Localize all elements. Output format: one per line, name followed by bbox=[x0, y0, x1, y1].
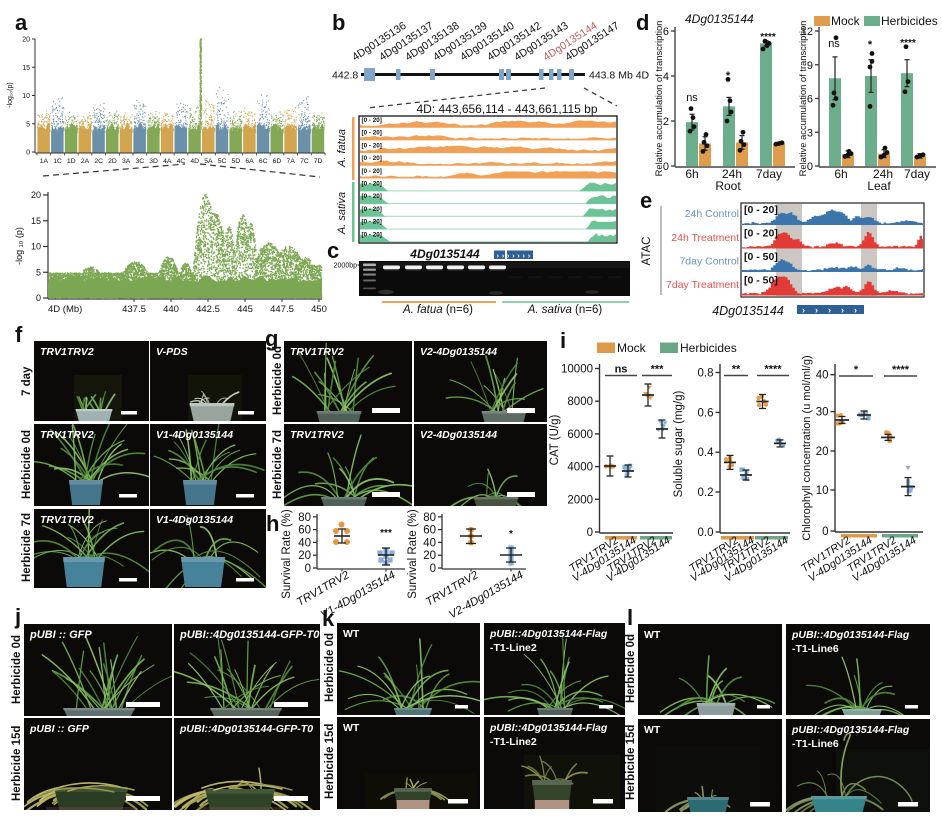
svg-text:442.5: 442.5 bbox=[196, 304, 220, 315]
svg-text:6A: 6A bbox=[245, 158, 254, 165]
svg-text:15: 15 bbox=[22, 65, 30, 72]
svg-text:15: 15 bbox=[31, 216, 41, 226]
svg-text:2C: 2C bbox=[94, 158, 103, 165]
svg-text:450: 450 bbox=[311, 304, 327, 315]
svg-text:445: 445 bbox=[237, 304, 253, 315]
svg-text:6C: 6C bbox=[259, 158, 268, 165]
svg-text:3C: 3C bbox=[136, 158, 145, 165]
svg-text:20: 20 bbox=[22, 37, 30, 44]
svg-text:4C: 4C bbox=[177, 158, 186, 165]
svg-text:-log ₁₀ (p): -log ₁₀ (p) bbox=[14, 227, 24, 265]
svg-text:2D: 2D bbox=[108, 158, 117, 165]
svg-text:5C: 5C bbox=[218, 158, 227, 165]
svg-text:5: 5 bbox=[36, 267, 41, 277]
svg-text:447.5: 447.5 bbox=[270, 304, 294, 315]
svg-text:20: 20 bbox=[31, 190, 41, 200]
svg-text:1A: 1A bbox=[40, 158, 49, 165]
svg-text:5: 5 bbox=[26, 121, 30, 128]
svg-text:0: 0 bbox=[26, 150, 30, 157]
svg-text:0: 0 bbox=[36, 293, 41, 303]
svg-text:2A: 2A bbox=[81, 158, 90, 165]
svg-text:7A: 7A bbox=[287, 158, 296, 165]
svg-text:5A: 5A bbox=[204, 158, 213, 165]
svg-text:6D: 6D bbox=[273, 158, 282, 165]
svg-text:3D: 3D bbox=[149, 158, 158, 165]
svg-text:-log₁₀(p): -log₁₀(p) bbox=[7, 82, 14, 108]
svg-text:10: 10 bbox=[22, 93, 30, 100]
svg-text:4A: 4A bbox=[163, 158, 172, 165]
svg-text:7C: 7C bbox=[300, 158, 309, 165]
svg-text:4D (Mb): 4D (Mb) bbox=[48, 304, 82, 315]
svg-text:3A: 3A bbox=[122, 158, 131, 165]
svg-text:5D: 5D bbox=[232, 158, 241, 165]
svg-text:1C: 1C bbox=[53, 158, 62, 165]
svg-text:4D: 4D bbox=[190, 158, 199, 165]
svg-text:10: 10 bbox=[31, 242, 41, 252]
svg-text:440: 440 bbox=[163, 304, 179, 315]
svg-text:1D: 1D bbox=[67, 158, 76, 165]
svg-text:7D: 7D bbox=[314, 158, 323, 165]
svg-text:437.5: 437.5 bbox=[122, 304, 146, 315]
